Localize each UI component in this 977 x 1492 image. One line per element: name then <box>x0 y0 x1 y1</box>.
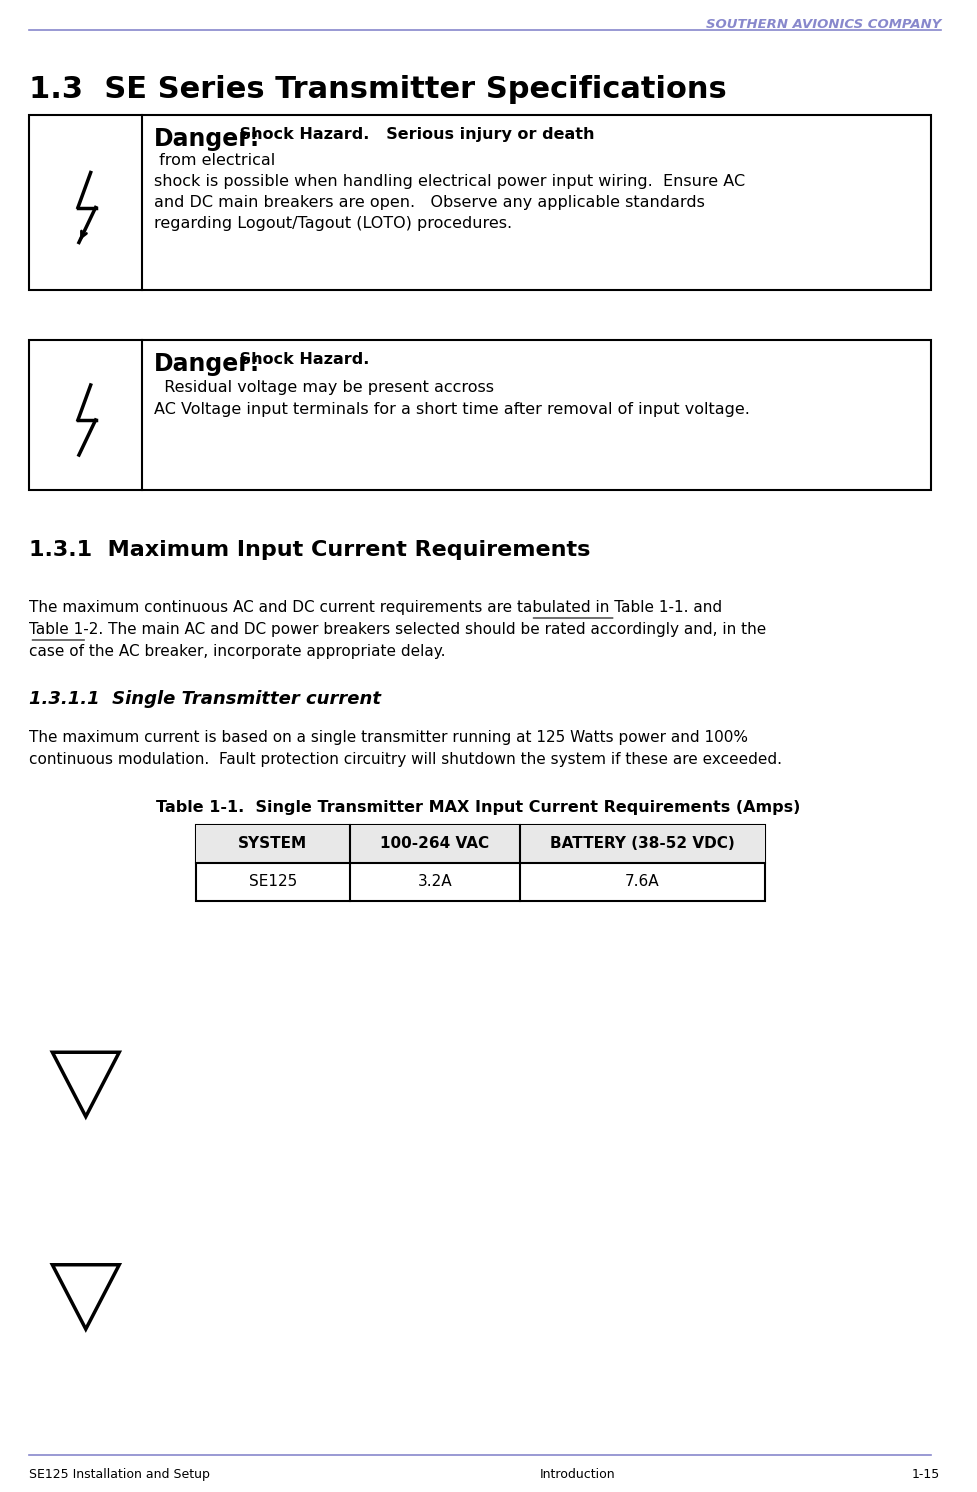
Text: Danger:: Danger: <box>154 352 260 376</box>
Text: 100-264 VAC: 100-264 VAC <box>380 837 489 852</box>
Text: Table 1-1.  Single Transmitter MAX Input Current Requirements (Amps): Table 1-1. Single Transmitter MAX Input … <box>156 800 801 815</box>
Text: SYSTEM: SYSTEM <box>238 837 308 852</box>
Text: SOUTHERN AVIONICS COMPANY: SOUTHERN AVIONICS COMPANY <box>705 18 941 31</box>
Text: BATTERY (38-52 VDC): BATTERY (38-52 VDC) <box>550 837 735 852</box>
Text: 1.3.1.1  Single Transmitter current: 1.3.1.1 Single Transmitter current <box>29 689 381 709</box>
Text: 1.3  SE Series Transmitter Specifications: 1.3 SE Series Transmitter Specifications <box>29 75 727 104</box>
Text: Residual voltage may be present accross
AC Voltage input terminals for a short t: Residual voltage may be present accross … <box>154 380 749 416</box>
Bar <box>29 340 931 489</box>
Text: 1.3.1  Maximum Input Current Requirements: 1.3.1 Maximum Input Current Requirements <box>29 540 591 560</box>
Text: SE125: SE125 <box>249 874 297 889</box>
Text: The maximum current is based on a single transmitter running at 125 Watts power : The maximum current is based on a single… <box>29 730 748 745</box>
Text: 1-15: 1-15 <box>912 1468 940 1482</box>
Text: from electrical
shock is possible when handling electrical power input wiring.  : from electrical shock is possible when h… <box>154 154 745 231</box>
Text: Introduction: Introduction <box>539 1468 615 1482</box>
Text: Shock Hazard.: Shock Hazard. <box>234 352 369 367</box>
Text: Table 1-2. The main AC and DC power breakers selected should be rated accordingl: Table 1-2. The main AC and DC power brea… <box>29 622 767 637</box>
Text: 3.2A: 3.2A <box>417 874 452 889</box>
Text: case of the AC breaker, incorporate appropriate delay.: case of the AC breaker, incorporate appr… <box>29 645 446 659</box>
Text: continuous modulation.  Fault protection circuitry will shutdown the system if t: continuous modulation. Fault protection … <box>29 752 783 767</box>
Bar <box>29 115 931 289</box>
Text: SE125 Installation and Setup: SE125 Installation and Setup <box>29 1468 210 1482</box>
Text: Danger:: Danger: <box>154 127 260 151</box>
Text: Shock Hazard.   Serious injury or death: Shock Hazard. Serious injury or death <box>234 127 595 142</box>
Text: 7.6A: 7.6A <box>625 874 659 889</box>
Bar <box>196 825 765 862</box>
Bar <box>196 825 765 901</box>
Text: The maximum continuous AC and DC current requirements are tabulated in Table 1-1: The maximum continuous AC and DC current… <box>29 600 723 615</box>
